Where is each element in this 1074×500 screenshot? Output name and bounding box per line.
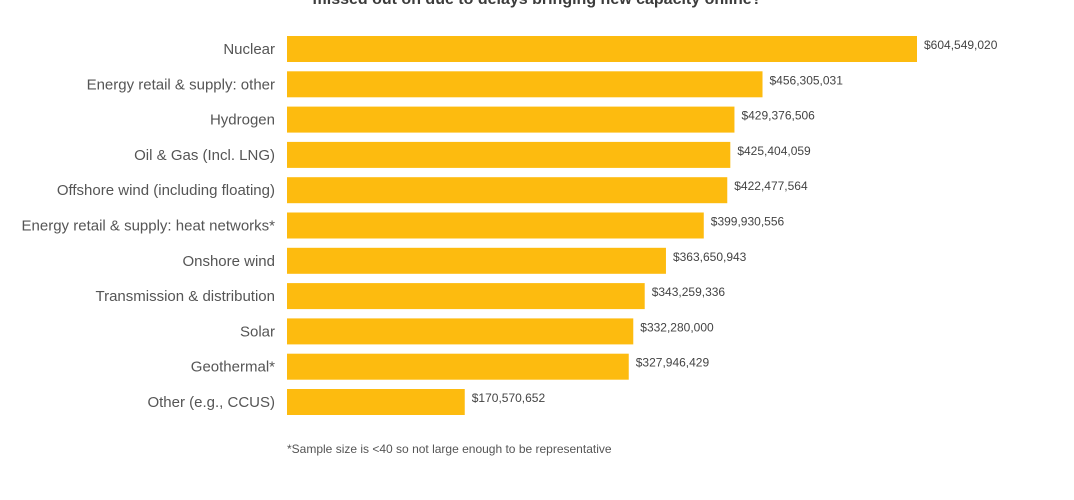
category-label: Transmission & distribution xyxy=(95,288,275,305)
category-label: Energy retail & supply: heat networks* xyxy=(22,218,276,235)
bar xyxy=(287,247,666,274)
bar xyxy=(287,177,728,204)
category-label: Solar xyxy=(240,323,275,340)
bar xyxy=(287,36,917,62)
bar xyxy=(287,71,763,98)
data-label: $399,930,556 xyxy=(711,215,785,229)
category-label: Nuclear xyxy=(223,41,275,58)
data-label: $422,477,564 xyxy=(734,179,808,193)
bar xyxy=(287,141,731,168)
bar xyxy=(287,353,629,380)
data-label: $363,650,943 xyxy=(673,250,747,264)
data-label: $604,549,020 xyxy=(924,38,998,52)
bar xyxy=(287,389,465,415)
bar xyxy=(287,106,735,133)
bar xyxy=(287,318,634,345)
data-label: $343,259,336 xyxy=(652,285,726,299)
data-label: $425,404,059 xyxy=(737,144,811,158)
category-label: Oil & Gas (Incl. LNG) xyxy=(134,147,275,164)
category-label: Hydrogen xyxy=(210,112,275,129)
data-label: $456,305,031 xyxy=(770,73,844,87)
data-label: $429,376,506 xyxy=(741,109,815,123)
category-label: Geothermal* xyxy=(191,359,275,376)
data-label: $327,946,429 xyxy=(636,356,710,370)
chart-title: missed out on due to delays bringing new… xyxy=(0,0,1074,9)
category-label: Other (e.g., CCUS) xyxy=(147,394,275,411)
category-label: Offshore wind (including floating) xyxy=(57,182,275,199)
bar xyxy=(287,283,645,310)
bar xyxy=(287,212,704,239)
category-label: Energy retail & supply: other xyxy=(87,76,275,93)
data-label: $170,570,652 xyxy=(472,391,546,405)
footnote: *Sample size is <40 so not large enough … xyxy=(287,442,612,456)
data-label: $332,280,000 xyxy=(640,320,714,334)
category-label: Onshore wind xyxy=(182,253,275,270)
